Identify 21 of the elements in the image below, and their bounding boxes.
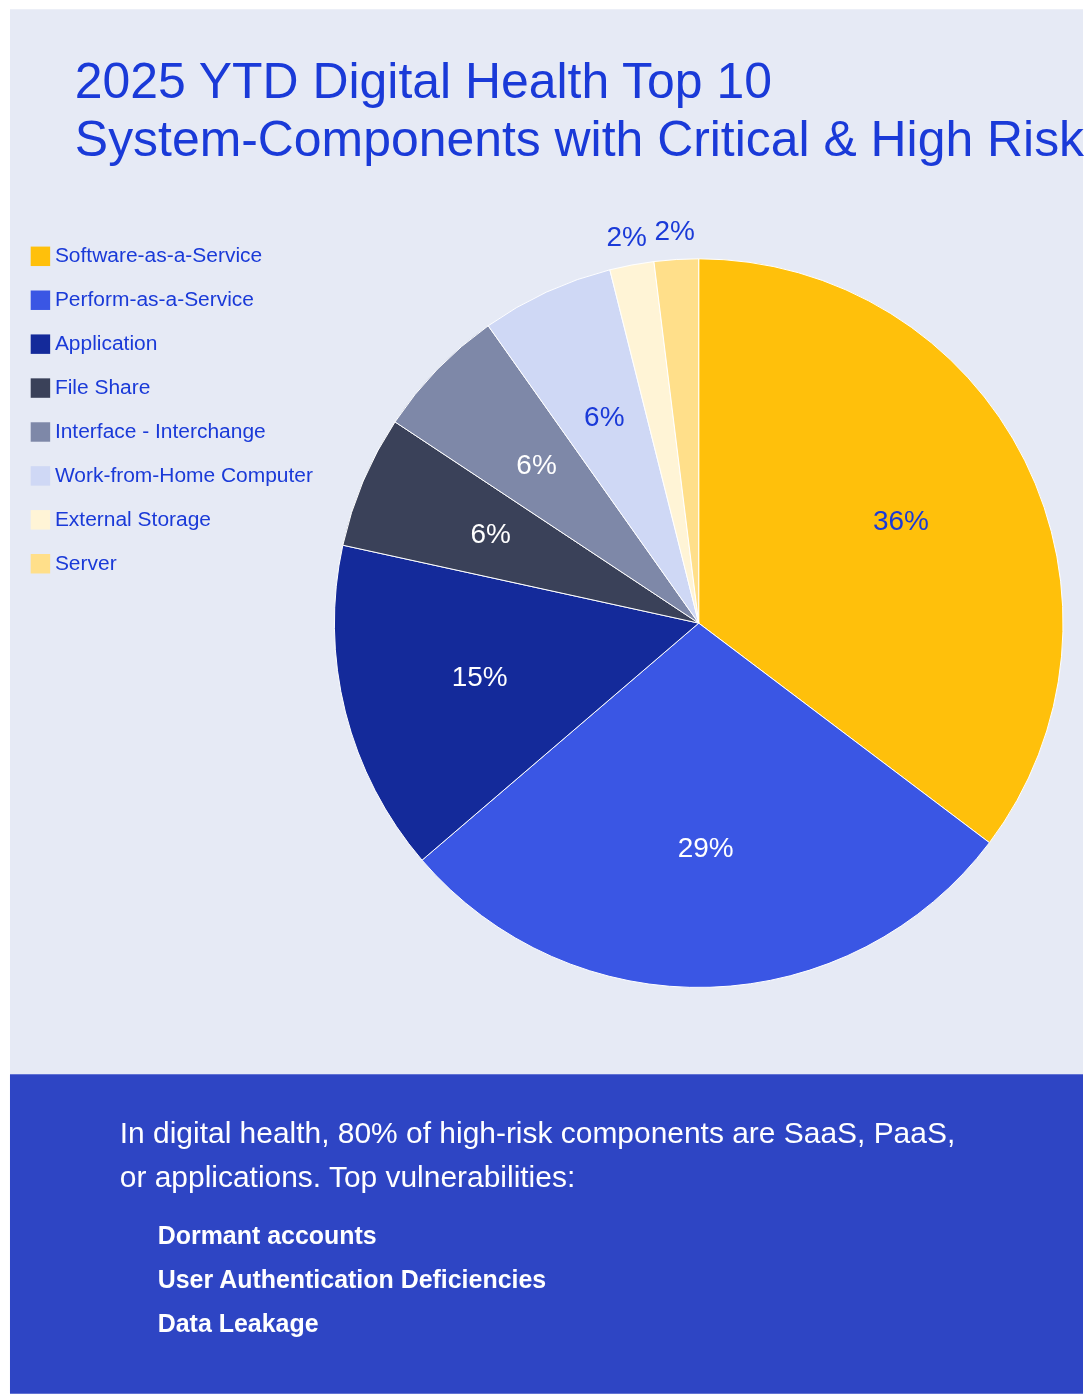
data-label: 36% <box>872 505 929 537</box>
legend-label: Application <box>54 331 158 355</box>
legend-label: Interface - Interchange <box>54 418 266 442</box>
text: In digital health, 80% of high-risk components are SaaS, PaaS, or applications. Top vulnerabilities: <box>119 1116 956 1194</box>
legend-label: Perform-as-a-Service <box>54 287 255 311</box>
data-label: 2% <box>606 220 647 252</box>
legend-label: Software-as-a-Service <box>54 243 263 267</box>
text: Dormant accounts <box>157 1220 377 1249</box>
chart-title: 2025 YTD Digital Health Top 10 System-Components with Critical & High Risk <box>74 53 1085 167</box>
data-label: 6% <box>584 400 625 432</box>
data-label: 6% <box>470 518 511 550</box>
data-label: 15% <box>451 661 508 693</box>
legend-label: Work-from-Home Computer <box>54 462 313 486</box>
data-label: 2% <box>654 214 695 246</box>
text: Data Leakage <box>157 1308 319 1337</box>
legend-label: File Share <box>54 375 151 399</box>
text: User Authentication Deficiencies <box>157 1264 547 1293</box>
legend-label: Server <box>54 550 117 574</box>
data-label: 6% <box>516 448 557 480</box>
legend-label: External Storage <box>54 506 211 530</box>
data-label: 29% <box>677 831 734 863</box>
